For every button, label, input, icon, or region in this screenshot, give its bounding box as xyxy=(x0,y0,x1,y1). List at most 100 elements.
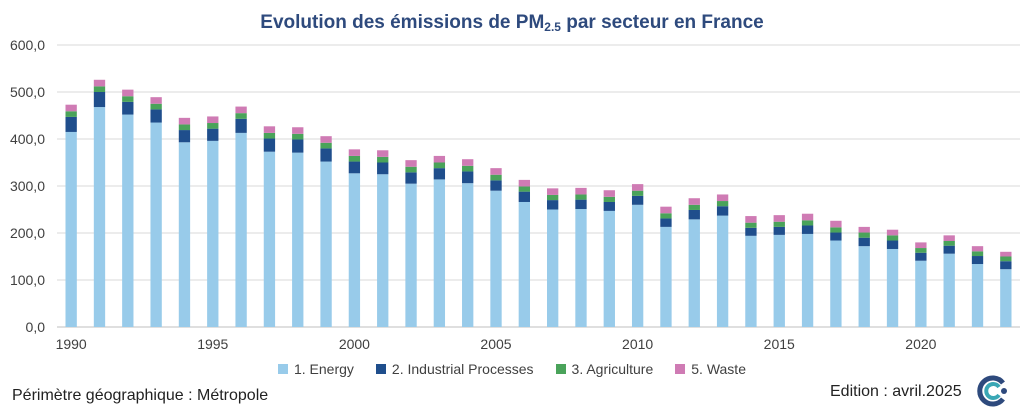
bar-energy-2017 xyxy=(830,240,842,327)
bar-waste-2009 xyxy=(603,190,615,197)
y-tick-label: 600,0 xyxy=(10,37,45,53)
bar-agriculture-2000 xyxy=(348,155,361,162)
y-tick-label: 300,0 xyxy=(10,178,45,194)
bar-energy-2010 xyxy=(631,204,644,327)
bar-industrial-2009 xyxy=(603,201,615,211)
bar-industrial-1998 xyxy=(292,139,304,153)
bar-agriculture-2009 xyxy=(603,196,615,202)
bar-agriculture-2008 xyxy=(575,194,587,200)
x-tick-label: 2010 xyxy=(622,336,653,352)
bar-industrial-1999 xyxy=(320,148,332,162)
bar-industrial-2013 xyxy=(716,206,729,216)
bar-energy-2001 xyxy=(377,174,389,327)
bar-waste-2013 xyxy=(716,194,729,202)
bar-agriculture-2019 xyxy=(886,235,899,241)
legend-item-agriculture: 3. Agriculture xyxy=(555,361,653,377)
edition-note: Edition : avril.2025 xyxy=(830,383,962,400)
bar-waste-2020 xyxy=(915,242,927,249)
legend-label: 2. Industrial Processes xyxy=(391,361,534,377)
bar-waste-2003 xyxy=(433,155,446,163)
bar-energy-2004 xyxy=(462,183,474,327)
bar-energy-1993 xyxy=(150,122,162,327)
y-tick-label: 500,0 xyxy=(10,84,45,100)
bar-energy-2007 xyxy=(546,209,559,327)
bar-waste-2000 xyxy=(348,149,361,156)
x-tick-label: 1995 xyxy=(197,336,228,352)
bar-industrial-2016 xyxy=(801,225,814,234)
bar-waste-1999 xyxy=(320,136,332,143)
perimeter-note: Périmètre géographique : Métropole xyxy=(12,387,269,404)
bar-waste-2002 xyxy=(405,160,417,167)
bar-agriculture-2004 xyxy=(462,165,474,172)
bar-industrial-2002 xyxy=(405,172,417,184)
bar-energy-1998 xyxy=(292,152,304,327)
bar-industrial-2003 xyxy=(433,168,446,180)
bar-energy-2012 xyxy=(688,219,700,327)
legend-label: 5. Waste xyxy=(691,361,746,377)
bar-industrial-2007 xyxy=(546,200,559,210)
bar-industrial-2023 xyxy=(1000,261,1012,270)
bar-industrial-1996 xyxy=(235,118,247,133)
bar-energy-2005 xyxy=(490,190,502,327)
bar-energy-1994 xyxy=(178,142,191,327)
legend-label: 1. Energy xyxy=(293,361,354,377)
bar-waste-1993 xyxy=(150,97,162,104)
bar-waste-2019 xyxy=(886,229,899,236)
bar-industrial-2019 xyxy=(886,240,899,249)
bar-agriculture-2001 xyxy=(377,156,389,163)
bar-agriculture-2017 xyxy=(830,227,842,233)
bar-industrial-1997 xyxy=(263,138,276,152)
y-tick-label: 200,0 xyxy=(10,225,45,241)
bar-agriculture-1996 xyxy=(235,113,247,119)
bar-waste-2007 xyxy=(546,188,559,195)
bar-agriculture-1993 xyxy=(150,103,162,110)
x-tick-label: 2005 xyxy=(480,336,511,352)
bar-energy-2011 xyxy=(660,226,672,327)
bar-energy-2023 xyxy=(1000,269,1012,327)
bar-industrial-1991 xyxy=(93,92,106,108)
bar-agriculture-1999 xyxy=(320,142,332,149)
bar-industrial-2005 xyxy=(490,180,502,191)
bar-energy-2016 xyxy=(801,233,814,327)
bar-energy-2006 xyxy=(518,201,531,327)
bar-energy-2021 xyxy=(943,253,955,327)
bar-industrial-2004 xyxy=(462,171,474,184)
bar-agriculture-2014 xyxy=(745,222,757,228)
bar-waste-1997 xyxy=(263,126,276,133)
legend-swatch xyxy=(277,364,288,374)
bar-agriculture-2010 xyxy=(631,190,644,196)
bar-waste-1990 xyxy=(65,104,77,112)
bar-industrial-2015 xyxy=(773,226,785,235)
bar-energy-1999 xyxy=(320,161,332,327)
bar-energy-1992 xyxy=(122,114,134,327)
bar-industrial-2001 xyxy=(377,162,389,175)
bar-energy-2019 xyxy=(886,248,899,327)
bar-agriculture-1997 xyxy=(263,132,276,139)
bar-energy-2014 xyxy=(745,235,757,327)
bar-waste-2017 xyxy=(830,220,842,228)
bar-energy-2020 xyxy=(915,260,927,327)
bar-agriculture-1990 xyxy=(65,111,77,117)
citepa-logo-icon xyxy=(977,375,1007,407)
bar-waste-2012 xyxy=(688,198,700,205)
x-tick-label: 2020 xyxy=(905,336,936,352)
bar-industrial-2011 xyxy=(660,218,672,227)
bar-agriculture-2011 xyxy=(660,213,672,219)
bar-agriculture-2005 xyxy=(490,174,502,181)
bar-energy-2002 xyxy=(405,183,417,327)
bar-agriculture-2022 xyxy=(971,251,984,257)
bar-industrial-2022 xyxy=(971,256,984,265)
bar-energy-2015 xyxy=(773,234,785,327)
bar-waste-2014 xyxy=(745,216,757,223)
bar-industrial-1990 xyxy=(65,116,77,132)
bar-waste-2023 xyxy=(1000,251,1012,257)
bar-waste-2008 xyxy=(575,187,587,195)
legend-item-waste: 5. Waste xyxy=(675,361,746,377)
bar-industrial-2018 xyxy=(858,237,870,247)
bar-industrial-2006 xyxy=(518,191,531,202)
bar-waste-2006 xyxy=(518,179,531,187)
y-tick-label: 400,0 xyxy=(10,131,45,147)
bar-waste-2021 xyxy=(943,235,955,241)
legend-item-industrial: 2. Industrial Processes xyxy=(375,361,534,377)
bar-agriculture-2016 xyxy=(801,220,814,226)
